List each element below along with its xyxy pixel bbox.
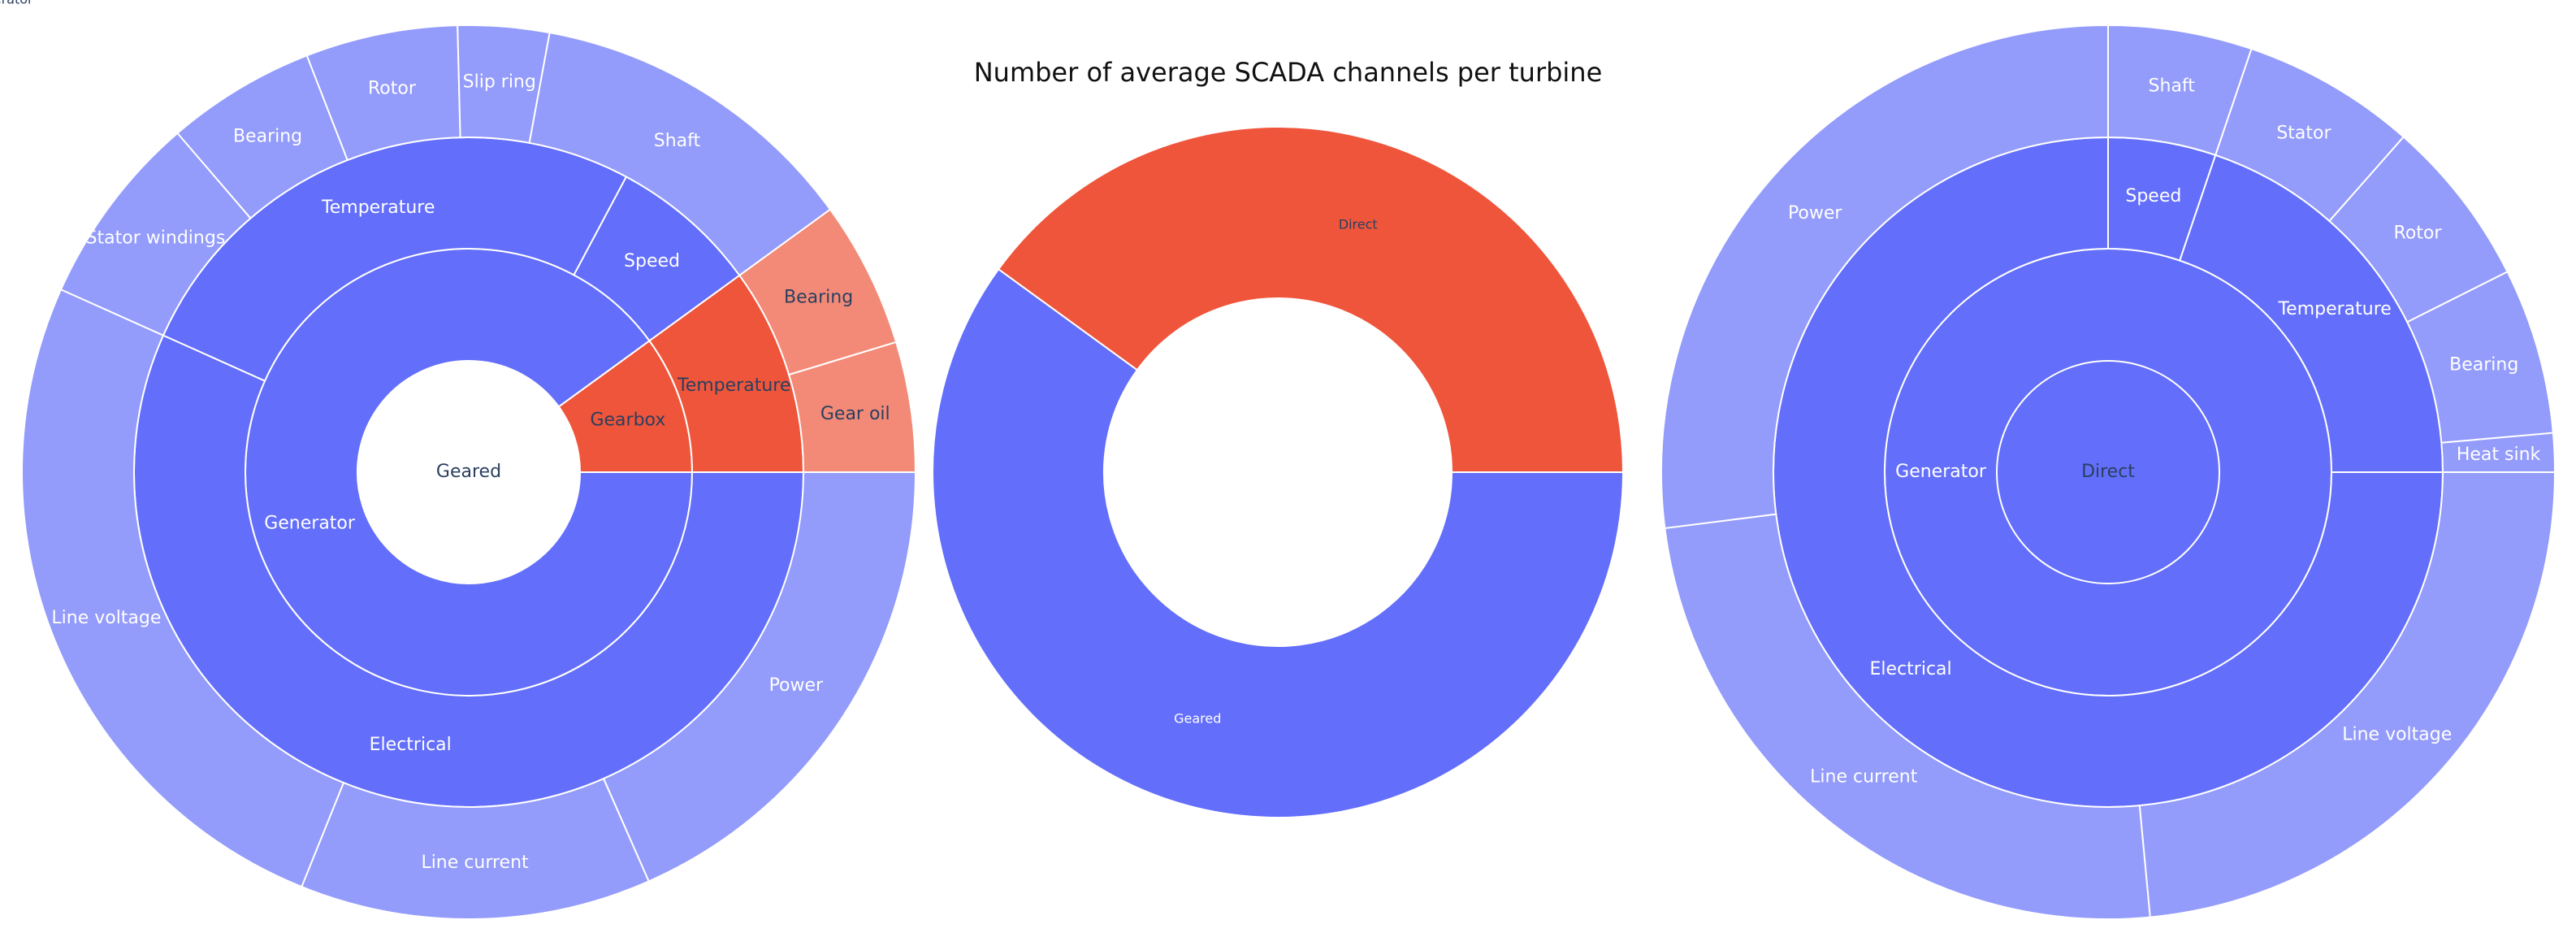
label-generator-direct-0-1: Direct (1339, 217, 1378, 232)
label-geared-line-current-2-1: Line current (421, 853, 529, 873)
label-geared-temperature-1-1: Temperature (321, 197, 435, 218)
sector-geared-line-voltage-2-2[interactable] (21, 288, 345, 888)
root-label-geared: Geared (436, 462, 501, 482)
label-geared-shaft-2-7: Shaft (654, 131, 701, 151)
label-geared-stator-windings-2-3: Stator windings (86, 228, 226, 248)
label-direct-heat-sink-2-7: Heat sink (2457, 445, 2541, 465)
label-direct-stator-2-4: Stator (2276, 124, 2331, 144)
label-generator-generator-1-0: Generator (0, 0, 33, 7)
sunburst-generator: GearedDirectGeneratorGearboxGenerator (0, 0, 1625, 818)
label-geared-electrical-1-0: Electrical (370, 735, 452, 755)
sunburst-direct: Generator Electrical Speed Temperature Line … (1660, 24, 2557, 920)
root-label-direct: Direct (2081, 462, 2135, 482)
label-geared-line-voltage-2-2: Line voltage (51, 608, 161, 628)
sector-direct-line-current-2-1[interactable] (1664, 513, 2151, 920)
label-geared-gearbox-0-1: Gearbox (590, 410, 665, 430)
label-direct-shaft-2-3: Shaft (2149, 76, 2196, 96)
label-direct-generator-0-0: Generator (1895, 462, 1987, 482)
sector-generator-direct-0-1[interactable] (997, 126, 1625, 473)
label-geared-temperature-1-3: Temperature (677, 375, 790, 396)
label-generator-geared-0-0: Geared (1174, 710, 1221, 726)
sector-direct-heat-sink-2-7[interactable] (2440, 432, 2557, 473)
label-geared-bearing-2-8: Bearing (784, 288, 853, 308)
chart-title: Number of average SCADA channels per tur… (973, 57, 1603, 88)
sunburst-geared: Generator Gearbox Electrical Temperature Spe… (21, 24, 917, 920)
label-geared-generator-0-0: Generator (264, 514, 356, 534)
label-geared-bearing-2-4: Bearing (233, 127, 302, 147)
label-direct-power-2-2: Power (1788, 203, 1842, 223)
label-geared-speed-1-2: Speed (624, 251, 680, 271)
sector-generator-geared-0-0[interactable] (932, 267, 1625, 818)
label-geared-gear-oil-2-9: Gear oil (820, 404, 890, 424)
label-generator-generator-1-2: Generator (0, 0, 33, 7)
label-direct-temperature-1-2: Temperature (2277, 299, 2391, 319)
sector-geared-gear-oil-2-9[interactable] (787, 341, 917, 473)
label-geared-power-2-0: Power (769, 675, 824, 696)
label-direct-speed-1-1: Speed (2125, 186, 2181, 206)
label-direct-line-voltage-2-0: Line voltage (2342, 725, 2452, 745)
label-generator-gearbox-1-1: Gearbox (0, 0, 28, 7)
label-direct-bearing-2-6: Bearing (2449, 355, 2518, 375)
sector-direct-line-voltage-2-0[interactable] (2138, 471, 2557, 918)
label-direct-electrical-1-0: Electrical (1870, 659, 1952, 679)
label-geared-rotor-2-5: Rotor (368, 78, 417, 98)
sector-direct-power-2-2[interactable] (1660, 24, 2109, 530)
label-geared-slip-ring-2-6: Slip ring (463, 72, 536, 92)
label-direct-line-current-2-1: Line current (1810, 766, 1918, 787)
label-direct-rotor-2-5: Rotor (2394, 223, 2443, 243)
